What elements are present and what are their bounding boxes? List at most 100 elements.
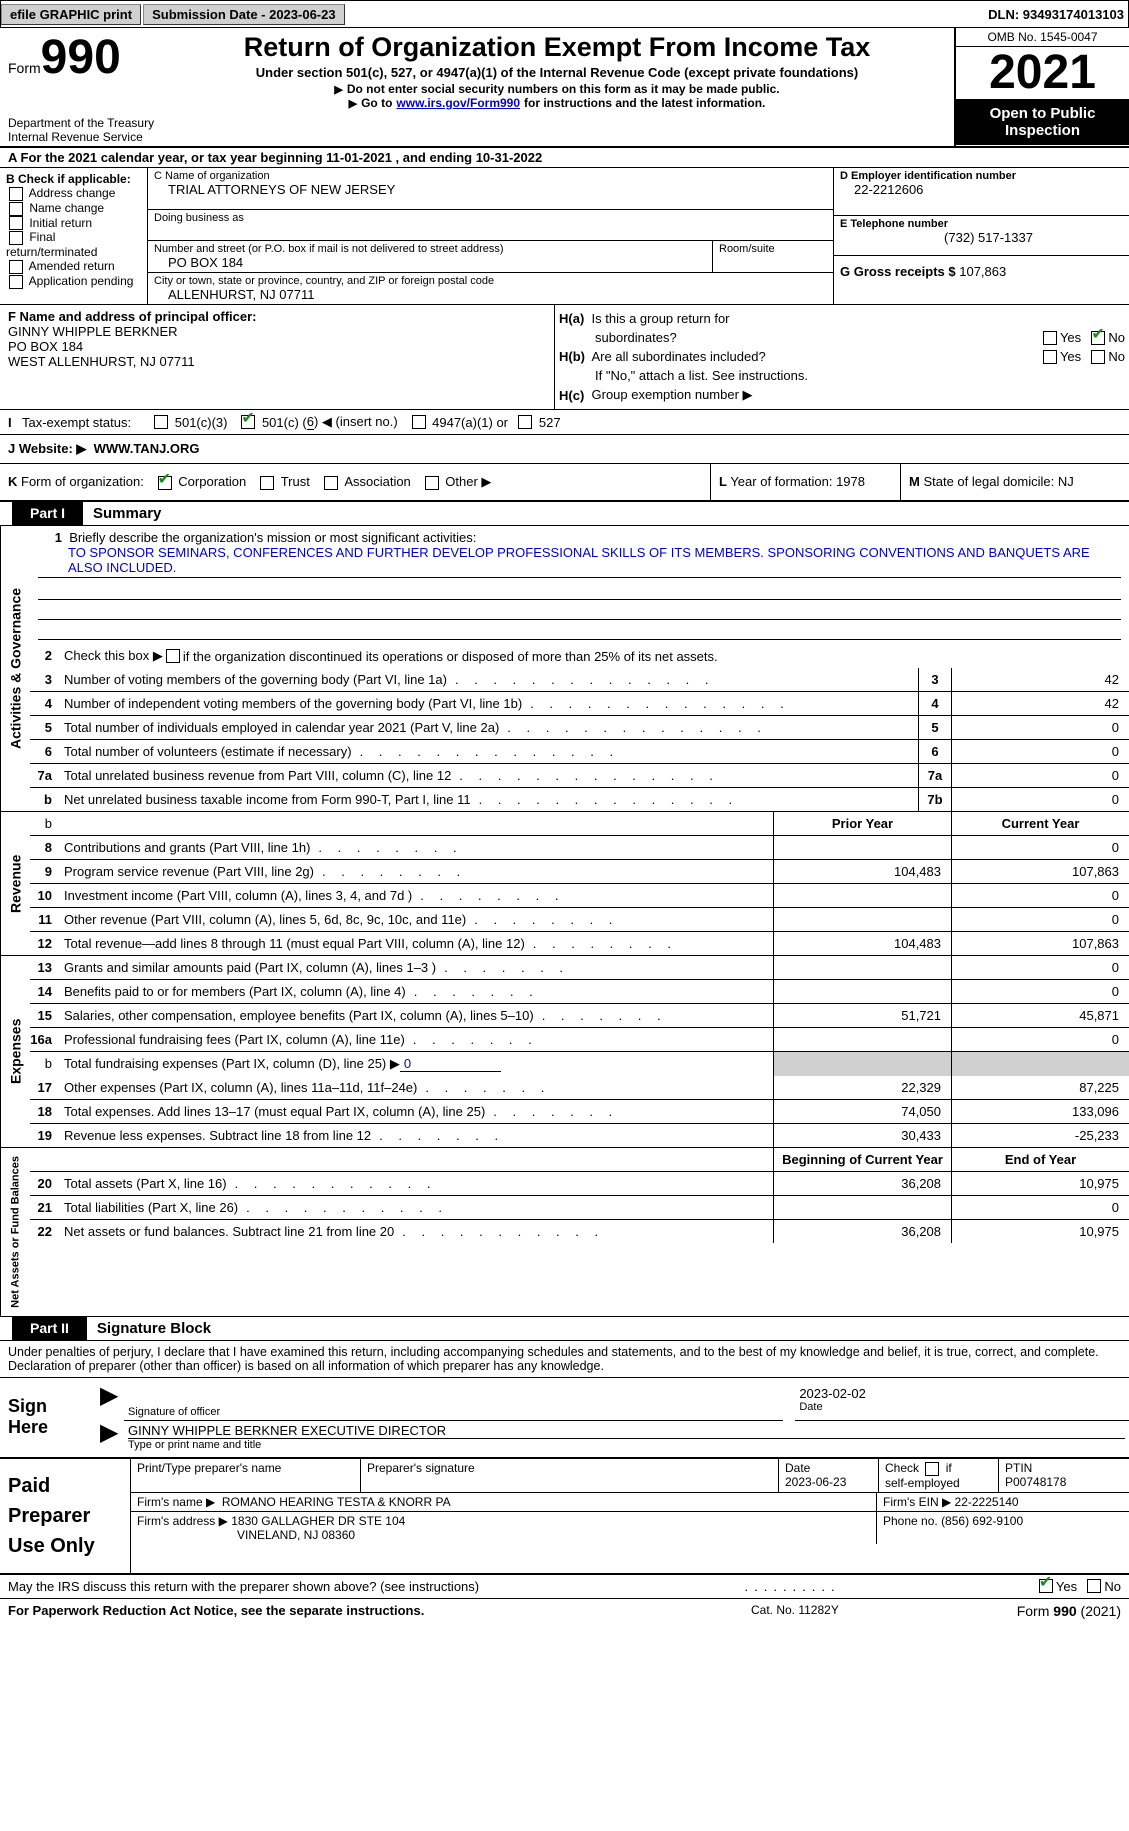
hb-yes-check[interactable] [1043,350,1057,364]
check-other[interactable] [425,476,439,490]
current-value: 107,863 [951,860,1129,883]
sig-name: GINNY WHIPPLE BERKNER EXECUTIVE DIRECTOR [128,1423,1125,1438]
blank-line [38,620,1121,640]
f-label: F Name and address of principal officer: [8,309,546,324]
prior-value: 74,050 [773,1100,951,1123]
current-value: -25,233 [951,1124,1129,1147]
c-street-label: Number and street (or P.O. box if mail i… [148,241,712,255]
discuss-no-check[interactable] [1087,1579,1101,1593]
prep-date: 2023-06-23 [785,1475,846,1489]
prior-year-header: Prior Year [773,812,951,835]
check-final-return[interactable]: Final return/terminated [6,230,141,259]
firm-ein: 22-2225140 [955,1495,1019,1509]
ha-no-check[interactable] [1091,331,1105,345]
line-label: Net assets or fund balances. Subtract li… [58,1220,773,1243]
line-value: 0 [951,740,1129,763]
current-value: 107,863 [951,932,1129,955]
check-discontinued[interactable] [166,649,180,663]
irs-link[interactable]: www.irs.gov/Form990 [396,96,520,110]
line2-text: Check this box ▶ if the organization dis… [58,644,1129,668]
line-label: Total expenses. Add lines 13–17 (must eq… [58,1100,773,1123]
current-value: 0 [951,884,1129,907]
line-label: Benefits paid to or for members (Part IX… [58,980,773,1003]
line-label: Total revenue—add lines 8 through 11 (mu… [58,932,773,955]
prior-value [773,1196,951,1219]
f-name: GINNY WHIPPLE BERKNER [8,324,546,339]
vtab-revenue: Revenue [0,812,30,955]
line-label: Other expenses (Part IX, column (A), lin… [58,1076,773,1099]
g-value: 107,863 [959,264,1006,279]
check-self-employed[interactable] [925,1462,939,1476]
check-trust[interactable] [260,476,274,490]
g-label: G Gross receipts $ [840,264,959,279]
check-association[interactable] [324,476,338,490]
net-assets-section: Net Assets or Fund Balances Beginning of… [0,1148,1129,1316]
current-value: 0 [951,1028,1129,1051]
revenue-section: Revenue b Prior Year Current Year 8 Cont… [0,812,1129,956]
sig-name-label: Type or print name and title [128,1438,1125,1451]
efile-print-button[interactable]: efile GRAPHIC print [1,4,141,25]
discuss-yes-check[interactable] [1039,1579,1053,1593]
line-label: Total assets (Part X, line 16). . . . . … [58,1172,773,1195]
arrow-icon: ▶ [100,1421,112,1453]
check-4947[interactable] [412,415,426,429]
paid-preparer-block: Paid Preparer Use Only Print/Type prepar… [0,1459,1129,1575]
check-501c[interactable] [241,415,255,429]
check-name-change[interactable]: Name change [6,201,141,216]
row-a-tax-year: A For the 2021 calendar year, or tax yea… [0,148,1129,168]
section-fh: F Name and address of principal officer:… [0,304,1129,409]
current-value: 0 [951,956,1129,979]
line-label: Contributions and grants (Part VIII, lin… [58,836,773,859]
part2-header: Part II Signature Block [0,1316,1129,1341]
line-value: 0 [951,716,1129,739]
check-address-change[interactable]: Address change [6,186,141,201]
ha-yes-check[interactable] [1043,331,1057,345]
current-year-header: Current Year [951,812,1129,835]
line-value: 0 [951,788,1129,811]
prior-value: 30,433 [773,1124,951,1147]
e-phone: (732) 517-1337 [834,230,1129,247]
line-label: Investment income (Part VIII, column (A)… [58,884,773,907]
dept-treasury: Department of the Treasury [8,116,156,130]
line16b-value: 0 [400,1056,501,1072]
check-initial-return[interactable]: Initial return [6,216,141,231]
prior-value [773,908,951,931]
form-number: Form990 [8,34,156,82]
check-corporation[interactable] [158,476,172,490]
c-dba [148,224,833,240]
footer: For Paperwork Reduction Act Notice, see … [0,1599,1129,1629]
d-ein: 22-2212606 [834,182,1129,199]
open-public-badge: Open to Public Inspection [956,99,1129,145]
website-row: J Website: ▶ WWW.TANJ.ORG [0,434,1129,463]
check-527[interactable] [518,415,532,429]
arrow-icon: ▶ [100,1384,112,1421]
check-application-pending[interactable]: Application pending [6,274,141,289]
c-room-label: Room/suite [713,241,833,255]
prior-value [773,884,951,907]
hb-no-check[interactable] [1091,350,1105,364]
current-value: 0 [951,1196,1129,1219]
f-city: WEST ALLENHURST, NJ 07711 [8,354,546,369]
e-label: E Telephone number [834,216,1129,230]
prior-value: 104,483 [773,860,951,883]
l-year: 1978 [836,474,865,489]
current-value: 87,225 [951,1076,1129,1099]
check-amended-return[interactable]: Amended return [6,259,141,274]
b-label: B Check if applicable: [6,172,141,186]
c-city-label: City or town, state or province, country… [148,273,833,287]
blank-line [38,600,1121,620]
line-label: Total liabilities (Part X, line 26). . .… [58,1196,773,1219]
c-dba-label: Doing business as [148,210,833,224]
line-label: Salaries, other compensation, employee b… [58,1004,773,1027]
line-label: Total number of individuals employed in … [58,716,918,739]
current-value: 10,975 [951,1220,1129,1243]
c-name-label: C Name of organization [148,168,833,182]
prior-value [773,956,951,979]
begin-year-header: Beginning of Current Year [773,1148,951,1171]
prior-value: 51,721 [773,1004,951,1027]
check-501c3[interactable] [154,415,168,429]
grey-cell [773,1052,951,1076]
ptin: P00748178 [1005,1475,1066,1489]
submission-date-button[interactable]: Submission Date - 2023-06-23 [143,4,345,25]
c-org-name: TRIAL ATTORNEYS OF NEW JERSEY [148,182,833,199]
